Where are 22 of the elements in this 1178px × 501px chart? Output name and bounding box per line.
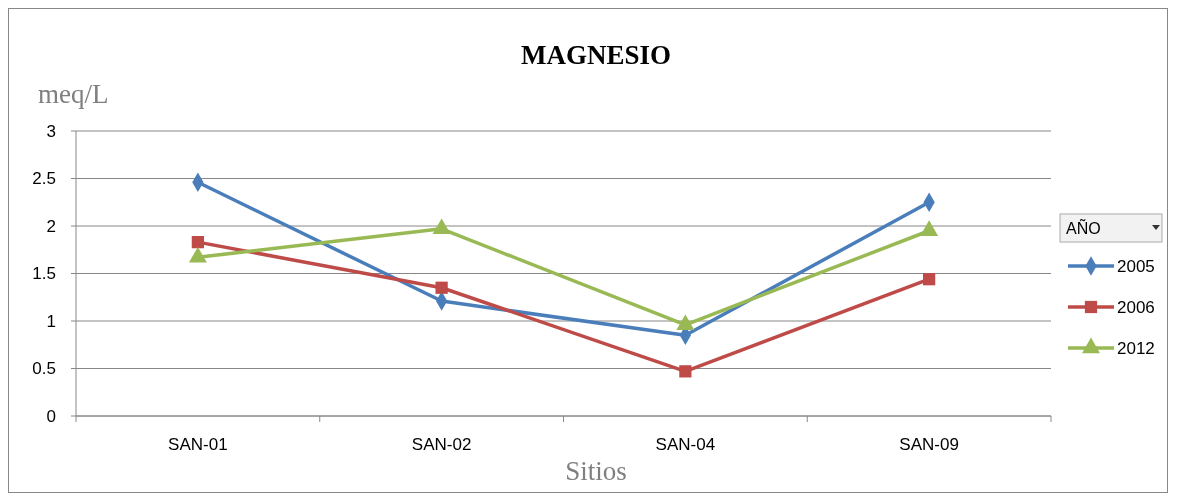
y-tick-label: 1.5 bbox=[32, 264, 56, 284]
legend-title: AÑO bbox=[1066, 218, 1101, 237]
legend-label: 2012 bbox=[1117, 338, 1155, 358]
point bbox=[679, 365, 692, 378]
legend-label: 2006 bbox=[1117, 297, 1155, 317]
y-tick-label: 1 bbox=[46, 311, 56, 331]
point bbox=[923, 273, 936, 286]
x-tick-label: SAN-02 bbox=[411, 435, 472, 454]
point bbox=[191, 236, 204, 249]
x-tick-label: SAN-09 bbox=[899, 435, 959, 454]
y-tick-label: 0.5 bbox=[32, 359, 56, 379]
x-tick-label: SAN-04 bbox=[655, 435, 716, 454]
legend-label: 2005 bbox=[1117, 256, 1155, 276]
y-tick-label: 2 bbox=[46, 216, 56, 236]
point bbox=[435, 281, 448, 294]
x-tick-label: SAN-01 bbox=[168, 435, 228, 454]
y-tick-label: 2.5 bbox=[32, 169, 56, 189]
x-axis-title: Sitios bbox=[565, 456, 627, 486]
y-axis-title: meq/L bbox=[38, 79, 109, 109]
y-tick-label: 0 bbox=[46, 406, 56, 426]
chart-title: MAGNESIO bbox=[520, 40, 672, 70]
y-tick-label: 3 bbox=[46, 121, 56, 141]
